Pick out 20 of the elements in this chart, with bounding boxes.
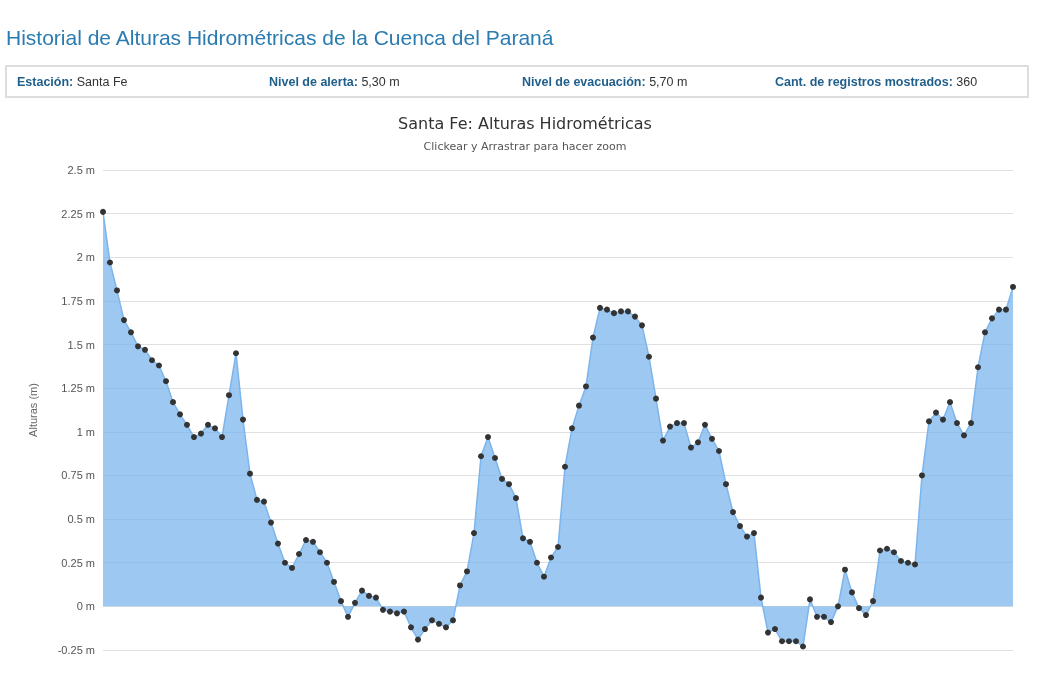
text: Nivel de evacuación: 5,70 m [522, 74, 688, 89]
y-axis-title: Alturas (m) [26, 383, 39, 437]
y-tick-label: 2 m [76, 251, 95, 264]
text: Nivel de alerta: 5,30 m [269, 74, 400, 89]
y-tick-label: 0 m [76, 600, 95, 613]
y-tick-label: 0.25 m [61, 556, 95, 569]
text: Estación: Santa Fe [17, 74, 128, 89]
y-tick-label: 1.25 m [61, 382, 95, 395]
y-tick-label: 1.5 m [67, 338, 95, 351]
y-tick-label: 1.75 m [61, 294, 95, 307]
y-tick-label: 0.5 m [67, 513, 95, 526]
y-tick-label: 2.5 m [67, 164, 95, 176]
chart-subtitle: Santa Fe: Alturas Hidrométricas [398, 113, 652, 133]
text: Cant. de registros mostrados: 360 [775, 74, 978, 89]
y-tick-label: -0.25 m [57, 644, 95, 656]
y-tick-label: 0.75 m [61, 469, 95, 482]
y-tick-label: 2.25 m [61, 207, 95, 220]
chart-title: Historial de Alturas Hidrométricas de la Cuenca del Paraná [6, 26, 554, 50]
y-tick-label: 1 m [76, 425, 95, 438]
text: Clickear y Arrastrar para hacer zoom [423, 140, 627, 153]
